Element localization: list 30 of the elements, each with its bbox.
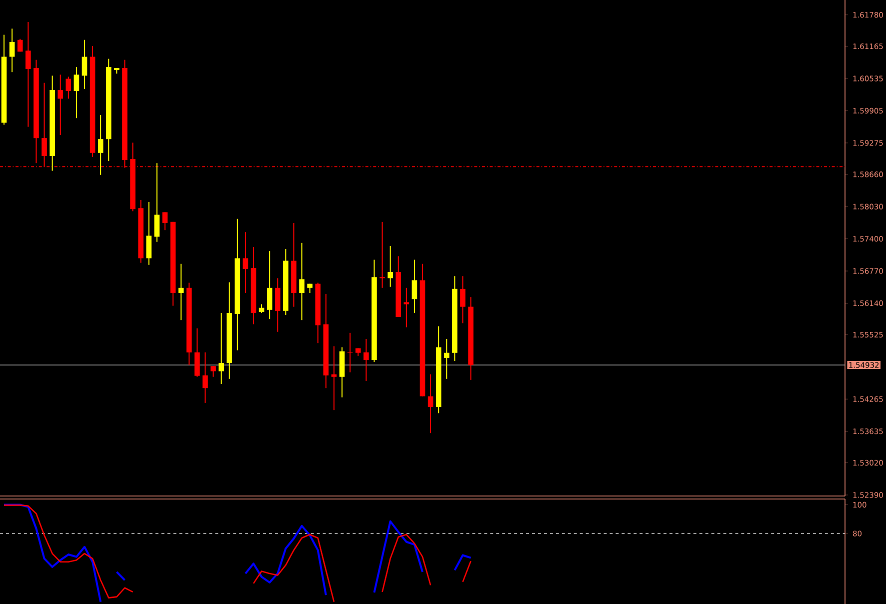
candlestick xyxy=(388,245,393,288)
candlestick xyxy=(266,250,272,320)
candlestick xyxy=(178,263,184,321)
candlestick xyxy=(17,38,23,52)
candlestick xyxy=(274,278,280,332)
candlestick xyxy=(364,338,369,382)
candlestick xyxy=(162,212,168,231)
candlestick xyxy=(82,39,88,90)
candlestick xyxy=(66,76,72,100)
candlestick xyxy=(347,332,353,373)
candlestick xyxy=(154,162,160,242)
candlestick xyxy=(412,259,418,314)
candlestick xyxy=(210,366,216,378)
candlestick xyxy=(404,287,410,328)
candlestick xyxy=(331,346,337,411)
candlestick xyxy=(218,312,224,385)
candlestick xyxy=(146,201,152,266)
candlestick xyxy=(202,352,208,404)
candlestick xyxy=(194,328,200,378)
candlestick xyxy=(242,232,248,294)
candlestick xyxy=(428,374,434,434)
candlestick xyxy=(58,74,64,136)
candlestick xyxy=(444,338,450,380)
candlestick xyxy=(74,66,80,119)
candlestick xyxy=(460,276,466,324)
candlestick xyxy=(299,242,304,321)
candlestick xyxy=(98,114,104,176)
candlestick xyxy=(26,21,31,128)
candlestick xyxy=(380,221,385,288)
candlestick xyxy=(9,28,15,73)
